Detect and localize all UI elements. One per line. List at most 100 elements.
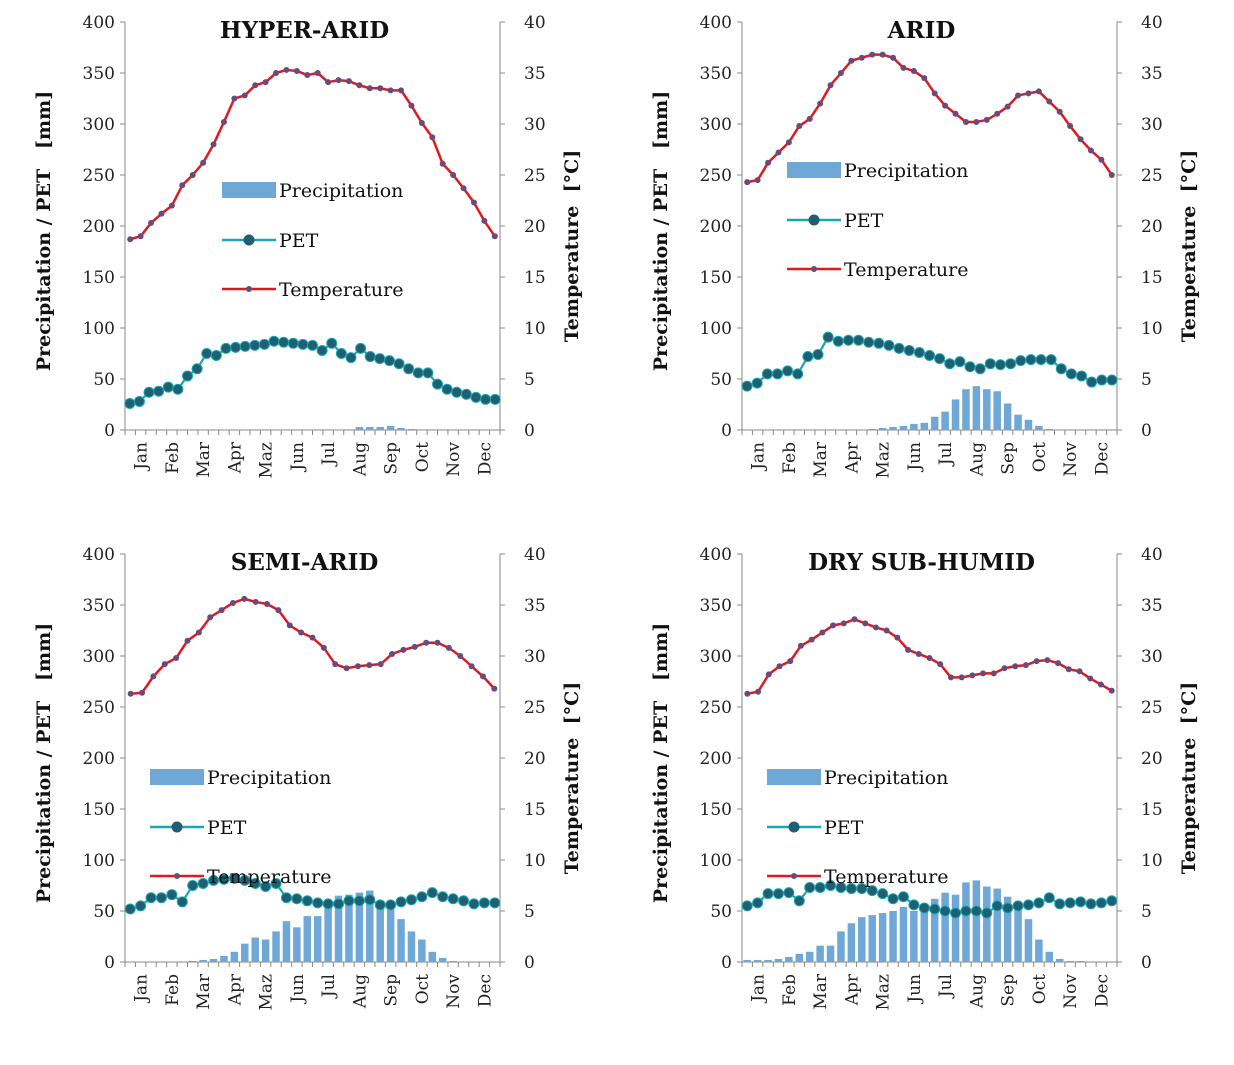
pet-point xyxy=(176,896,188,908)
temperature-point xyxy=(1001,665,1008,672)
temperature-point xyxy=(1022,662,1029,669)
pet-point xyxy=(374,353,386,365)
temperature-point xyxy=(377,661,384,668)
pet-point xyxy=(893,342,905,354)
pet-point xyxy=(1002,902,1014,914)
precipitation-bar xyxy=(805,951,814,962)
temperature-point xyxy=(910,67,917,74)
temperature-point xyxy=(389,650,396,657)
left-tick-label: 100 xyxy=(700,851,732,871)
precipitation-bar xyxy=(366,426,374,430)
right-tick-label: 0 xyxy=(524,421,535,441)
pet-point xyxy=(441,383,453,395)
pet-point xyxy=(897,891,909,903)
pet-point xyxy=(460,388,472,400)
month-label: Aug xyxy=(350,974,370,1009)
pet-point xyxy=(866,885,878,897)
temperature-line xyxy=(130,597,496,695)
chart-title: HYPER-ARID xyxy=(220,17,389,44)
temperature-point xyxy=(1067,123,1074,130)
precipitation-bar xyxy=(199,959,207,962)
temperature-point xyxy=(429,134,436,141)
month-label: Oct xyxy=(413,974,433,1004)
left-tick-label: 300 xyxy=(83,647,115,667)
precipitation-bar xyxy=(209,958,218,962)
pet-point xyxy=(1043,892,1055,904)
right-tick-label: 15 xyxy=(524,800,546,820)
temperature-point xyxy=(168,202,175,209)
month-label: Aug xyxy=(967,974,987,1009)
temperature-point xyxy=(817,100,824,107)
temperature-point xyxy=(252,598,259,605)
pet-point xyxy=(960,905,972,917)
precipitation-bar xyxy=(407,931,416,962)
y-axis-title: Precipitation / PET [mm] xyxy=(33,623,55,903)
pet-point xyxy=(270,877,282,889)
temperature-point xyxy=(931,90,938,97)
temperature-point xyxy=(1044,657,1051,664)
pet-point xyxy=(143,386,155,398)
temperature-point xyxy=(179,182,186,189)
temperature-point xyxy=(840,620,847,627)
month-label: Nov xyxy=(444,974,464,1009)
temperature-point xyxy=(218,607,225,614)
temperature-point xyxy=(787,658,794,665)
pet-point xyxy=(1035,354,1047,366)
pet-point xyxy=(761,368,773,380)
left-tick-label: 0 xyxy=(721,421,732,441)
pet-point xyxy=(835,882,847,894)
temperature-point xyxy=(819,629,826,636)
month-label: Apr xyxy=(842,973,862,1006)
month-label: Feb xyxy=(163,974,183,1006)
precipitation-bar xyxy=(951,399,960,430)
precipitation-bar xyxy=(1055,958,1064,962)
precipitation-bar xyxy=(355,892,364,962)
right-tick-label: 40 xyxy=(1141,13,1163,33)
temperature-point xyxy=(1097,681,1104,688)
temperature-point xyxy=(1077,136,1084,143)
month-label: Aug xyxy=(350,442,370,477)
pet-point xyxy=(772,888,784,900)
right-tick-label: 10 xyxy=(524,851,546,871)
month-label: Apr xyxy=(225,973,245,1006)
pet-point xyxy=(1076,370,1088,382)
temperature-point xyxy=(879,51,886,58)
left-tick-label: 100 xyxy=(700,319,732,339)
precipitation-bar xyxy=(889,911,897,962)
pet-point xyxy=(153,385,165,397)
temperature-point xyxy=(207,614,214,621)
month-label: Jan xyxy=(132,442,152,472)
month-label: Jul xyxy=(319,442,339,467)
right-tick-label: 0 xyxy=(1141,953,1152,973)
right-tick-label: 40 xyxy=(1141,545,1163,565)
month-label: Maz xyxy=(257,974,277,1011)
precipitation-bar xyxy=(972,386,981,430)
precipitation-bar xyxy=(899,425,908,430)
left-tick-label: 350 xyxy=(700,596,732,616)
temperature-point xyxy=(150,673,157,680)
month-label: Jul xyxy=(319,974,339,999)
pet-point xyxy=(1085,898,1097,910)
temperature-point xyxy=(869,51,876,58)
precipitation-bar xyxy=(1003,403,1012,430)
month-label: Jun xyxy=(288,974,308,1005)
pet-point xyxy=(981,907,993,919)
precipitation-bar xyxy=(345,894,353,962)
right-tick-label: 25 xyxy=(1141,166,1163,186)
legend-precipitation-label: Precipitation xyxy=(844,160,968,182)
precipitation-bar xyxy=(386,425,395,430)
pet-point xyxy=(1005,358,1017,370)
temperature-point xyxy=(797,642,804,649)
temperature-point xyxy=(200,159,207,166)
temperature-point xyxy=(921,75,928,82)
pet-point xyxy=(239,874,251,886)
left-tick-label: 400 xyxy=(700,545,732,565)
precipitation-bar xyxy=(334,895,343,962)
temperature-point xyxy=(366,85,373,92)
right-tick-label: 10 xyxy=(1141,851,1163,871)
precipitation-bar xyxy=(878,427,887,430)
pet-point xyxy=(1015,355,1027,367)
left-tick-label: 400 xyxy=(700,13,732,33)
precipitation-bar xyxy=(188,960,197,962)
pet-point xyxy=(863,336,875,348)
